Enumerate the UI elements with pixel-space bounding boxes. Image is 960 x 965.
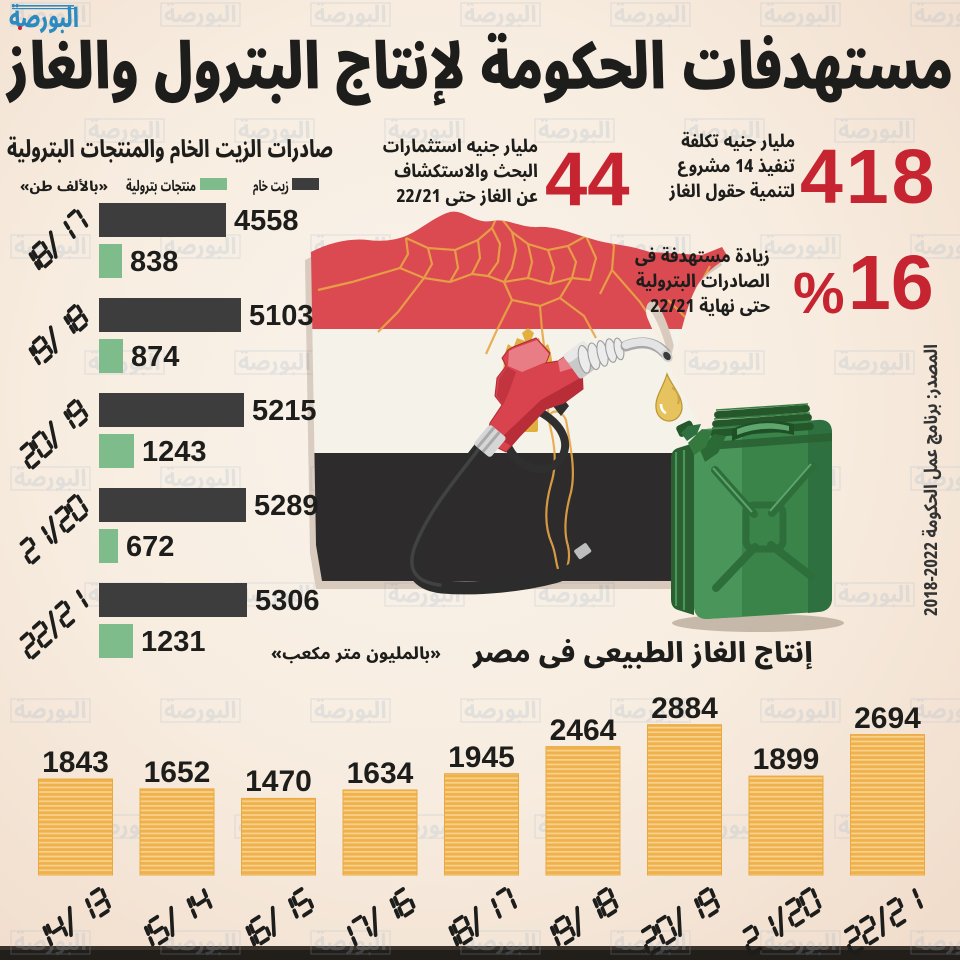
svg-text:16: 16: [848, 240, 934, 326]
svg-text:874: 874: [131, 341, 179, 373]
svg-text:5306: 5306: [255, 585, 320, 617]
svg-text:418: 418: [800, 134, 937, 220]
svg-text:5289: 5289: [254, 490, 319, 522]
svg-text:1945: 1945: [448, 741, 515, 774]
svg-text:1899: 1899: [753, 743, 820, 776]
svg-text:1470: 1470: [245, 765, 312, 798]
svg-text:%: %: [793, 261, 845, 326]
svg-text:2884: 2884: [651, 692, 718, 725]
svg-text:2694: 2694: [854, 702, 921, 735]
svg-text:672: 672: [126, 531, 174, 563]
svg-text:2464: 2464: [550, 714, 617, 747]
svg-text:1231: 1231: [141, 626, 206, 658]
svg-text:1652: 1652: [144, 756, 211, 789]
svg-text:838: 838: [130, 246, 178, 278]
svg-text:1634: 1634: [347, 757, 414, 790]
svg-text:1243: 1243: [142, 436, 207, 468]
svg-text:1843: 1843: [42, 746, 109, 779]
svg-text:44: 44: [545, 137, 630, 222]
svg-text:5215: 5215: [252, 395, 317, 427]
svg-text:4558: 4558: [234, 205, 299, 237]
svg-text:5103: 5103: [249, 300, 314, 332]
